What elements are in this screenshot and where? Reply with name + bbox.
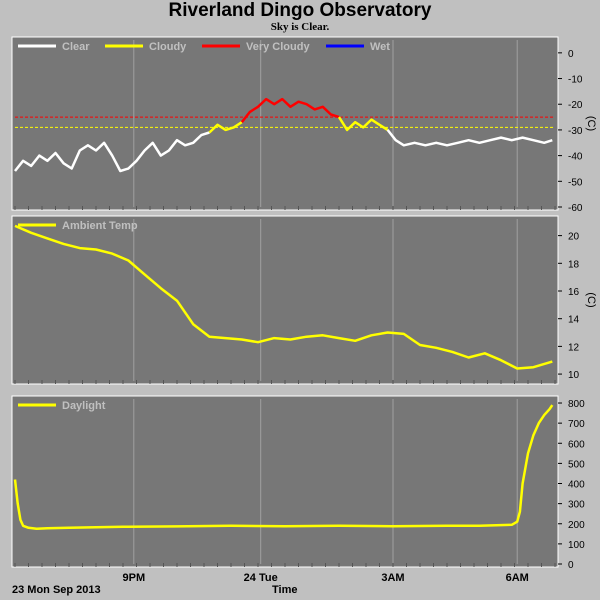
legend-label-sky-2: Very Cloudy bbox=[246, 41, 310, 53]
x-tick-label-3: 6AM bbox=[506, 572, 529, 584]
y-tick-label-ambient-0: 20 bbox=[568, 232, 580, 243]
series-line-daylight-0 bbox=[13, 404, 554, 531]
x-tick-label-1: 24 Tue bbox=[244, 572, 278, 584]
y-tick-label-daylight-3: 500 bbox=[568, 459, 585, 470]
page-title: Riverland Dingo Observatory bbox=[168, 0, 432, 21]
y-tick-label-daylight-4: 400 bbox=[568, 480, 585, 491]
legend-label-sky-0: Clear bbox=[62, 41, 90, 53]
plot-area-sky bbox=[11, 36, 559, 211]
y-tick-label-ambient-1: 18 bbox=[568, 259, 580, 270]
legend-label-daylight-0: Daylight bbox=[62, 400, 106, 412]
series-line-sky-0 bbox=[14, 131, 210, 173]
date-label: 23 Mon Sep 2013 bbox=[12, 584, 101, 596]
legend-label-ambient-0: Ambient Temp bbox=[62, 220, 138, 232]
series-line-ambient-0 bbox=[14, 224, 553, 370]
plot-area-ambient bbox=[11, 215, 559, 385]
y-tick-label-daylight-1: 700 bbox=[568, 419, 585, 430]
y-tick-label-sky-2: -20 bbox=[568, 100, 583, 111]
series-line-sky-1 bbox=[208, 121, 243, 134]
y-tick-label-daylight-0: 800 bbox=[568, 399, 585, 410]
y-tick-label-sky-5: -50 bbox=[568, 177, 583, 188]
y-tick-label-ambient-2: 16 bbox=[568, 287, 580, 298]
y-tick-label-daylight-2: 600 bbox=[568, 439, 585, 450]
y-tick-label-ambient-4: 12 bbox=[568, 342, 580, 353]
y-tick-label-ambient-3: 14 bbox=[568, 315, 580, 326]
y-tick-label-daylight-6: 200 bbox=[568, 520, 585, 531]
y-axis-label-ambient: (C) bbox=[585, 292, 597, 307]
page-subtitle: Sky is Clear. bbox=[270, 21, 330, 33]
x-tick-label-0: 9PM bbox=[122, 572, 145, 584]
legend-label-sky-3: Wet bbox=[370, 41, 390, 53]
series-line-sky-4 bbox=[386, 129, 553, 147]
y-axis-label-sky: (C) bbox=[585, 116, 597, 131]
y-tick-label-sky-4: -40 bbox=[568, 152, 583, 163]
y-tick-label-sky-6: -60 bbox=[568, 203, 583, 214]
series-line-sky-2 bbox=[240, 97, 340, 123]
y-tick-label-sky-1: -10 bbox=[568, 75, 583, 86]
y-tick-label-daylight-8: 0 bbox=[568, 560, 574, 571]
x-axis-label: Time bbox=[272, 584, 298, 596]
plot-area-daylight bbox=[11, 395, 559, 568]
series-line-sky-3 bbox=[337, 116, 389, 132]
y-tick-label-ambient-5: 10 bbox=[568, 370, 580, 381]
y-tick-label-sky-3: -30 bbox=[568, 126, 583, 137]
y-tick-label-daylight-5: 300 bbox=[568, 500, 585, 511]
x-tick-label-2: 3AM bbox=[381, 572, 404, 584]
legend-label-sky-1: Cloudy bbox=[149, 41, 187, 53]
y-tick-label-daylight-7: 100 bbox=[568, 540, 585, 551]
y-tick-label-sky-0: 0 bbox=[568, 49, 574, 60]
